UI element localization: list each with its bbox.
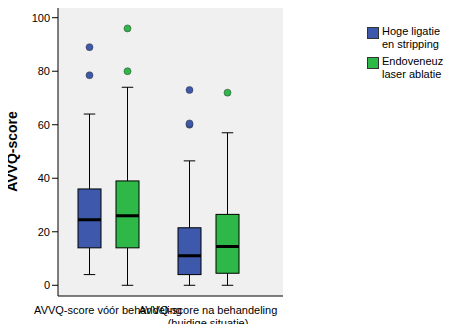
svg-text:60: 60 — [38, 119, 50, 131]
svg-text:80: 80 — [38, 65, 50, 77]
svg-text:AVVQ-score vóór behandeling: AVVQ-score vóór behandeling — [34, 304, 182, 316]
html-text:Hoge ligatie en stripping: Hoge ligatie en stripping — [382, 25, 441, 50]
svg-text:20: 20 — [38, 226, 50, 238]
html-text:Endoveneuze laser ablatie: Endoveneuze laser ablatie — [382, 55, 450, 80]
svg-text:100: 100 — [32, 12, 50, 24]
svg-text:40: 40 — [38, 172, 50, 184]
svg-text:AVVQ-score na behandeling(huid: AVVQ-score na behandeling(huidige situat… — [139, 304, 278, 324]
svg-text:AVVQ-score: AVVQ-score — [8, 111, 20, 192]
svg-text:0: 0 — [44, 279, 50, 291]
